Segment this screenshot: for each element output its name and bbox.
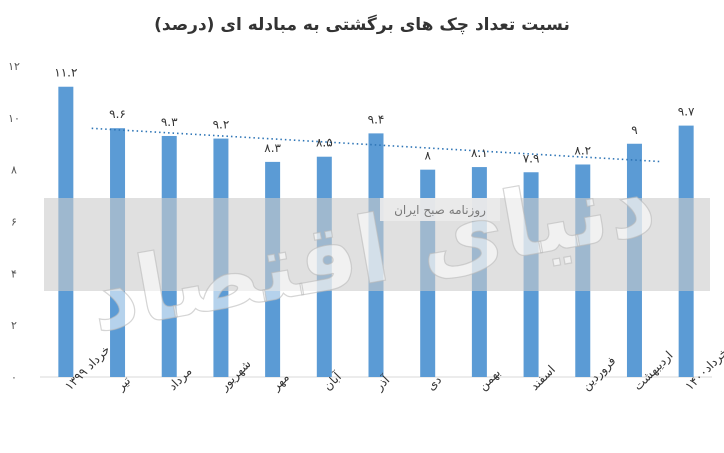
- data-label: ۹.۷: [678, 105, 695, 119]
- data-label: ۹: [631, 123, 637, 137]
- y-tick-label: ۰: [11, 371, 17, 384]
- data-label: ۸: [424, 149, 431, 163]
- y-axis: ۰ ۲ ۴ ۶ ۸ ۱۰ ۱۲: [8, 60, 20, 384]
- y-tick-label: ۴: [11, 267, 17, 280]
- data-label: ۹.۳: [161, 115, 178, 129]
- y-tick-label: ۲: [11, 319, 17, 332]
- y-tick-label: ۶: [11, 216, 17, 229]
- data-label: ۹.۶: [109, 107, 126, 121]
- data-label: ۸.۱: [471, 146, 488, 160]
- trendline: [91, 127, 661, 163]
- data-labels: ۱۱.۲ ۹.۶ ۹.۳ ۹.۲ ۸.۳ ۸.۵ ۹.۴ ۸ ۸.۱ ۷.۹ ۸.۲ ۹ ۹.۷: [54, 66, 695, 166]
- y-tick-label: ۱۲: [8, 60, 20, 73]
- data-label: ۹.۴: [368, 112, 385, 126]
- watermark-subtitle: روزنامه صبح ایران: [394, 203, 486, 218]
- data-label: ۱۱.۲: [54, 66, 77, 80]
- data-label: ۸.۵: [316, 136, 333, 150]
- chart-title: نسبت تعداد چک های برگشتی به مبادله ای (د…: [154, 14, 570, 35]
- data-label: ۸.۲: [574, 143, 591, 157]
- y-tick-label: ۸: [11, 164, 17, 177]
- data-label: ۹.۲: [213, 118, 230, 132]
- y-tick-label: ۱۰: [8, 112, 20, 125]
- data-label: ۷.۹: [523, 151, 540, 165]
- watermark-sub-box: [380, 198, 500, 221]
- watermark-band: [44, 198, 710, 291]
- data-label: ۸.۳: [264, 141, 281, 155]
